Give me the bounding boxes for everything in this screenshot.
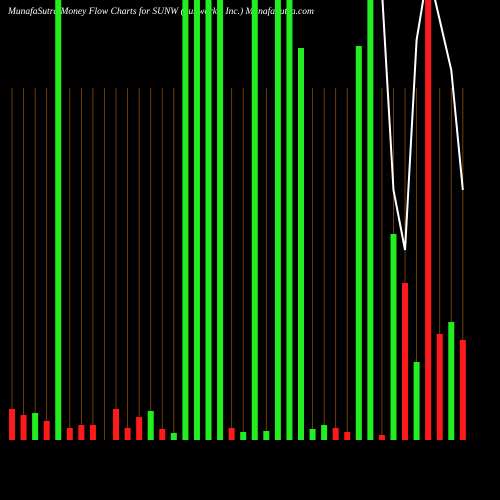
bar: [89, 425, 96, 440]
bar: [286, 0, 293, 440]
bar: [43, 421, 50, 440]
bar: [378, 435, 385, 440]
bar: [240, 432, 247, 440]
bar: [147, 411, 154, 440]
bar: [20, 415, 27, 440]
bar: [344, 432, 351, 440]
bar: [425, 0, 432, 440]
bar: [66, 428, 73, 440]
bar: [459, 340, 466, 440]
bar: [217, 0, 224, 440]
money-flow-line: [381, 0, 464, 251]
bar: [251, 0, 258, 440]
bar: [413, 362, 420, 440]
bar: [228, 428, 235, 440]
chart-title: MunafaSutra Money Flow Charts for SUNW (…: [7, 6, 314, 17]
bar: [367, 0, 374, 440]
bar: [32, 413, 39, 440]
bar: [124, 428, 131, 440]
bar: [390, 234, 397, 440]
bar: [9, 409, 15, 440]
bar: [402, 283, 409, 440]
bar: [436, 334, 443, 440]
bar: [205, 0, 212, 440]
bar: [448, 322, 455, 440]
bar: [136, 417, 143, 440]
bar: [321, 425, 328, 440]
bar: [182, 0, 189, 440]
bar: [274, 0, 281, 440]
bar: [355, 46, 362, 440]
bar: [332, 428, 339, 440]
bar: [113, 409, 120, 440]
bar: [55, 0, 62, 440]
bar: [298, 48, 304, 440]
bar: [263, 431, 270, 440]
bar: [159, 429, 166, 440]
bar: [309, 429, 316, 440]
bar: [78, 425, 85, 440]
bar: [170, 433, 177, 440]
bar: [193, 0, 200, 440]
